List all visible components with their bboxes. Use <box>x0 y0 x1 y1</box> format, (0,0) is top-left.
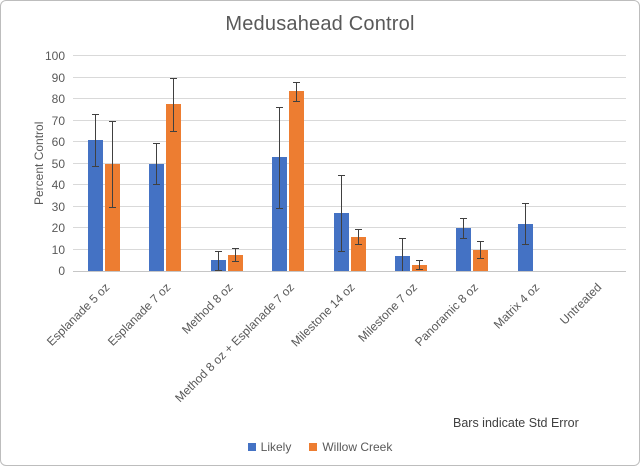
error-bar <box>418 260 420 269</box>
y-tick-label: 100 <box>44 49 65 63</box>
error-bar-cap <box>398 237 406 239</box>
gridline <box>73 141 626 142</box>
error-bar <box>296 81 298 102</box>
error-bar-cap <box>276 106 284 108</box>
legend-swatch-icon <box>247 443 256 451</box>
gridline <box>73 55 626 56</box>
legend-label: Willow Creek <box>322 440 393 454</box>
error-bar-cap <box>153 143 161 145</box>
error-bar-cap <box>231 261 239 263</box>
gridline <box>73 205 626 207</box>
error-bar-cap <box>108 120 116 122</box>
error-bar-cap <box>293 81 301 83</box>
error-bar <box>279 106 281 208</box>
error-bar <box>340 175 342 251</box>
y-tick-label: 50 <box>51 156 65 171</box>
x-category-label: Matrix 4 oz <box>491 280 543 332</box>
gridline <box>73 119 626 121</box>
bar-willow-creek <box>289 91 305 271</box>
x-category-label: Panoramic 8 oz <box>412 280 481 350</box>
x-category-label: Milestone 7 oz <box>354 280 420 345</box>
error-bar-cap <box>477 240 485 242</box>
error-bar-cap <box>293 101 301 103</box>
y-tick-label: 30 <box>51 199 65 214</box>
error-bar-cap <box>477 258 485 260</box>
error-bar-cap <box>415 260 423 262</box>
error-bar-cap <box>354 244 362 246</box>
error-bar-cap <box>91 165 99 167</box>
bar-likely <box>456 228 472 271</box>
gridline <box>73 227 626 228</box>
y-tick-label: 70 <box>51 113 65 128</box>
error-bar <box>401 237 403 271</box>
y-tick-label: 80 <box>51 92 65 106</box>
error-bar-cap <box>214 250 222 252</box>
chart-title: Medusahead Control <box>225 13 415 35</box>
error-bar-cap <box>276 207 284 209</box>
bar-likely <box>149 163 165 271</box>
error-bar <box>480 240 482 259</box>
bar-willow-creek <box>473 249 489 271</box>
y-tick-label: 20 <box>51 221 65 235</box>
bar-likely <box>87 139 103 271</box>
x-category-label: Esplanade 7 oz <box>105 280 174 349</box>
error-bar-cap <box>153 183 161 185</box>
x-category-label: Method 8 oz + Esplanade 7 oz <box>171 280 297 405</box>
error-bar-cap <box>337 175 345 177</box>
y-tick-label: 90 <box>51 70 65 85</box>
error-bar <box>463 218 465 238</box>
x-category-label: Esplanade 5 oz <box>43 280 113 349</box>
error-bar <box>173 77 175 132</box>
legend-item-likely: Likely <box>247 440 292 454</box>
x-category-label: Method 8 oz <box>178 280 236 337</box>
gridline <box>73 76 626 78</box>
legend: Likely Willow Creek <box>1 439 639 455</box>
bar-willow-creek <box>227 254 243 271</box>
legend-swatch-icon <box>309 443 318 451</box>
std-error-note: Bars indicate Std Error <box>453 416 579 430</box>
error-bar-cap <box>521 244 529 246</box>
error-bar-cap <box>460 237 468 239</box>
error-bar <box>234 248 236 262</box>
error-bar <box>94 114 96 166</box>
bar-likely <box>272 157 288 271</box>
error-bar <box>217 250 219 270</box>
error-bar-cap <box>170 77 178 79</box>
error-bar <box>357 229 359 245</box>
bar-willow-creek <box>166 104 182 271</box>
error-bar <box>524 203 526 245</box>
y-tick-label: 40 <box>51 178 65 192</box>
bar-willow-creek <box>350 236 366 271</box>
legend-label: Likely <box>260 440 292 454</box>
error-bar-cap <box>214 269 222 271</box>
error-bar-cap <box>460 218 468 220</box>
gridline <box>73 248 626 250</box>
error-bar-cap <box>337 250 345 252</box>
y-tick-label: 60 <box>51 135 65 149</box>
error-bar <box>156 143 158 184</box>
error-bar-cap <box>354 229 362 231</box>
error-bar-cap <box>91 114 99 116</box>
gridline <box>73 184 626 185</box>
error-bar-cap <box>170 131 178 133</box>
error-bar-cap <box>415 268 423 270</box>
bar-willow-creek <box>104 163 120 271</box>
error-bar <box>111 120 113 207</box>
legend-item-willow-creek: Willow Creek <box>309 440 392 454</box>
gridline <box>73 98 626 99</box>
plot-area <box>73 55 626 272</box>
gridline <box>73 162 626 164</box>
error-bar-cap <box>521 203 529 205</box>
y-tick-label: 0 <box>58 264 65 278</box>
y-tick-label: 10 <box>51 242 65 257</box>
gridline <box>73 271 626 272</box>
x-category-label: Milestone 14 oz <box>288 280 359 350</box>
bar-likely <box>517 223 533 271</box>
error-bar-cap <box>231 248 239 250</box>
error-bar-cap <box>108 206 116 208</box>
x-category-label: Untreated <box>556 280 604 328</box>
